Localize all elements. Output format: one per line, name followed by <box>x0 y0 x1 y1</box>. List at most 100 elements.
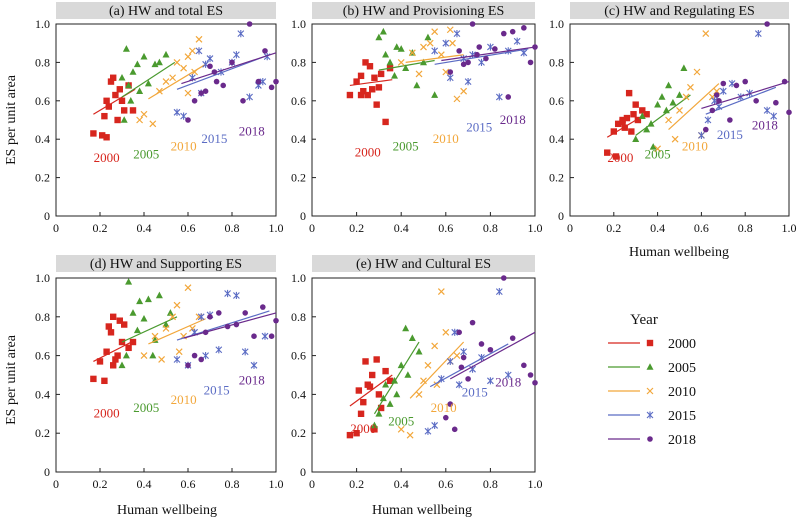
y-tick-label: 1.0 <box>291 17 306 31</box>
panel-title: (e) HW and Cultural ES <box>356 257 491 272</box>
data-point-2018 <box>198 90 204 96</box>
data-point-2010 <box>449 39 456 47</box>
data-point-2018 <box>469 319 476 326</box>
data-point-2015 <box>719 87 727 95</box>
y-tick-label: 0 <box>558 209 564 223</box>
year-label-2015: 2015 <box>204 382 230 397</box>
data-point-2010 <box>702 30 710 38</box>
x-tick-label: 0 <box>309 221 315 235</box>
x-tick-label: 0.6 <box>181 221 196 235</box>
data-point-2015 <box>460 348 468 356</box>
panel-title-band <box>312 255 535 272</box>
x-tick-label: 0.8 <box>225 221 240 235</box>
data-point-2018 <box>191 352 198 359</box>
data-point-2000 <box>619 118 626 126</box>
trend-line-2018 <box>181 52 277 85</box>
data-point-2018 <box>268 333 275 340</box>
data-point-2000 <box>355 387 363 394</box>
data-point-2018 <box>727 117 733 123</box>
data-point-2018 <box>509 335 516 341</box>
data-point-2005 <box>133 326 141 334</box>
data-point-2018 <box>213 78 220 85</box>
data-point-2000 <box>103 97 110 104</box>
data-point-2005 <box>129 68 137 75</box>
data-point-2018 <box>207 63 213 70</box>
x-axis-title-e: Human wellbeing <box>372 503 472 518</box>
data-point-2005 <box>402 64 410 71</box>
series-2010 <box>397 26 468 103</box>
data-point-2000 <box>353 78 360 85</box>
x-tick-label: 0.2 <box>349 477 364 491</box>
data-point-2010 <box>140 110 148 118</box>
data-point-2010 <box>442 68 450 76</box>
data-point-2018 <box>229 59 235 66</box>
y-tick-label: 1.0 <box>35 17 50 31</box>
data-point-2010 <box>184 284 192 292</box>
trend-line-2018 <box>441 46 536 62</box>
x-axis-title-d: Human wellbeing <box>117 503 217 518</box>
data-point-2005 <box>118 361 126 369</box>
data-point-2015 <box>763 106 771 114</box>
data-point-2000 <box>118 97 126 104</box>
plot-frame <box>569 23 790 217</box>
data-point-2018 <box>742 78 748 85</box>
x-tick-label: 0.2 <box>93 477 108 491</box>
data-point-2005 <box>379 394 387 402</box>
series-2018 <box>183 304 279 369</box>
year-label-2000: 2000 <box>350 421 376 436</box>
data-point-2010 <box>460 87 468 95</box>
series-2005 <box>632 64 691 150</box>
year-label-2018: 2018 <box>495 375 521 390</box>
data-point-2018 <box>469 21 476 27</box>
legend-marker-2018 <box>647 436 653 442</box>
data-point-2018 <box>476 44 483 50</box>
data-point-2010 <box>420 43 427 51</box>
data-point-2005 <box>632 135 640 142</box>
data-point-2000 <box>90 375 97 383</box>
x-tick-label: 0.8 <box>225 477 240 491</box>
data-point-2000 <box>353 430 360 437</box>
data-point-2018 <box>255 78 262 85</box>
data-point-2015 <box>173 108 181 116</box>
year-label-2000: 2000 <box>607 150 633 165</box>
data-point-2015 <box>437 375 445 383</box>
legend-marker-2000 <box>646 339 654 347</box>
panel-title: (c) HW and Regulating ES <box>604 4 755 19</box>
data-point-2010 <box>437 51 445 59</box>
data-point-2000 <box>125 344 132 352</box>
data-point-2015 <box>455 381 463 389</box>
data-point-2010 <box>442 328 450 336</box>
data-point-2015 <box>520 49 528 57</box>
data-point-2005 <box>649 143 657 150</box>
y-tick-label: 0.8 <box>291 310 306 324</box>
x-tick-label: 0.6 <box>438 477 453 491</box>
data-point-2005 <box>125 81 133 89</box>
chart-panel-5: (e) HW and Cultural ES 00 0.2 0.2 0.4 0.4 0.6 0… <box>291 255 543 491</box>
data-point-2015 <box>259 78 267 86</box>
x-tick-label: 0.8 <box>483 477 498 491</box>
data-point-2018 <box>451 426 458 433</box>
data-point-2005 <box>643 125 651 133</box>
data-point-2018 <box>216 310 222 316</box>
data-point-2015 <box>446 74 454 82</box>
y-tick-label: 1.0 <box>291 271 306 285</box>
x-tick-label: 0.4 <box>137 477 152 491</box>
data-point-2000 <box>366 63 374 70</box>
data-point-2015 <box>233 291 240 300</box>
trend-line-2010 <box>409 341 465 399</box>
data-point-2018 <box>185 117 191 123</box>
data-point-2010 <box>431 28 439 36</box>
data-point-2018 <box>483 55 489 62</box>
series-2010 <box>397 288 465 439</box>
trend-line-2000 <box>349 374 393 407</box>
year-label-2005: 2005 <box>388 413 414 428</box>
data-point-2000 <box>634 116 642 124</box>
data-point-2010 <box>654 145 662 153</box>
data-point-2005 <box>118 73 126 81</box>
series-2015 <box>424 287 512 435</box>
data-point-2005 <box>155 291 163 299</box>
data-point-2000 <box>630 111 637 118</box>
data-point-2000 <box>623 114 631 122</box>
legend-label-2000: 2000 <box>668 337 696 352</box>
year-label-2018: 2018 <box>239 373 265 388</box>
